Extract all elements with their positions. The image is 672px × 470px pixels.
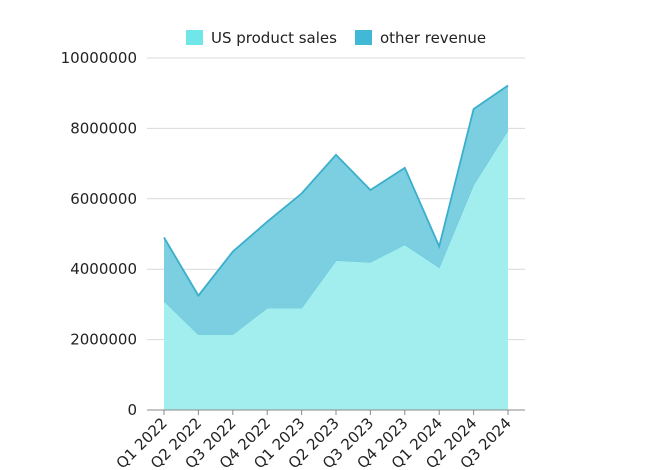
- y-tick-label: 6000000: [70, 190, 137, 208]
- y-tick-label: 4000000: [70, 260, 137, 278]
- series-line: [163, 84, 509, 298]
- legend-label: other revenue: [380, 29, 486, 47]
- y-tick-label: 10000000: [61, 49, 137, 67]
- y-tick-label: 0: [127, 401, 137, 419]
- area-other-revenue: [164, 85, 508, 335]
- y-tick-label: 8000000: [70, 119, 137, 137]
- legend-swatch: [355, 30, 372, 45]
- legend-swatch: [186, 30, 203, 45]
- legend-label: US product sales: [211, 29, 337, 47]
- y-tick-label: 2000000: [70, 331, 137, 349]
- area-us-product-sales: [164, 130, 508, 410]
- legend: US product sales other revenue: [186, 29, 486, 47]
- area-series: [163, 84, 509, 410]
